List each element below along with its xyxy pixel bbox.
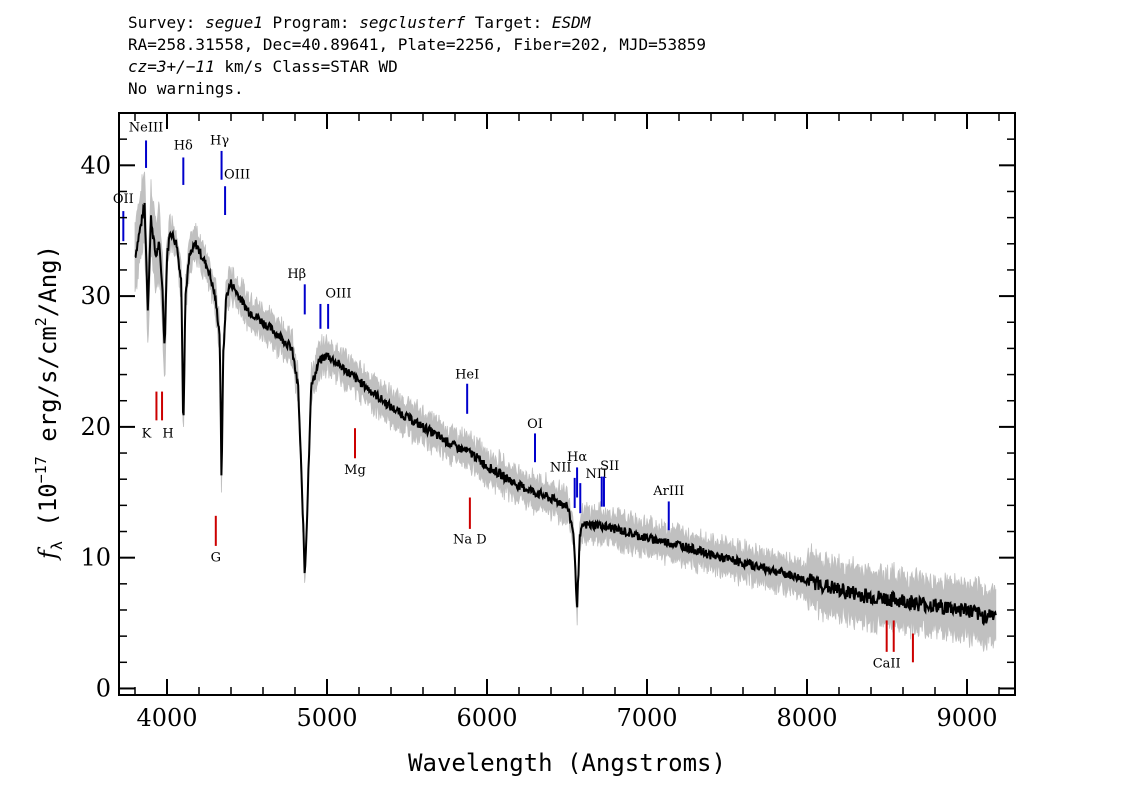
flux-line [134,202,997,626]
emission_lines-label: Hα [567,450,587,465]
emission_lines-label: OIII [224,167,250,182]
y-tick-label: 0 [96,674,111,702]
emission_lines-marker: OIII [224,167,250,216]
redshift-value: cz=3+/−11 [128,57,215,76]
emission_lines-marker: Hα [567,450,587,498]
emission_lines-marker: Hδ [174,139,193,185]
x-tick-label: 9000 [936,704,997,732]
absorption_lines-marker: G [211,515,221,566]
x-tick-label: 5000 [296,704,357,732]
absorption_lines-label: Na D [453,532,487,547]
absorption_lines-label: Mg [344,463,366,478]
emission_lines-marker: NII [550,460,576,508]
emission_lines-marker: Hγ [210,133,229,180]
y-label-open: (10 [34,483,62,541]
y-label-exp2: 2 [32,317,50,326]
absorption_lines-marker: K [142,391,158,441]
emission_lines-label: NeIII [129,120,163,135]
absorption_lines-marker: Na D [453,497,487,547]
emission_lines-marker: OIII [319,286,351,329]
header-line-coordinates: RA=258.31558, Dec=40.89641, Plate=2256, … [128,35,706,54]
header-line-redshift: cz=3+/−11 km/s Class=STAR WD [128,56,706,78]
emission_lines-label: OI [527,417,543,432]
x-tick-label: 8000 [776,704,837,732]
emission_lines-label: Hβ [287,267,306,282]
emission_lines-label: NII [550,460,572,475]
emission_lines-label: ArIII [652,484,684,499]
program-label: Program: [262,13,360,32]
y-label-close: /Ang) [34,245,62,317]
absorption_lines-label: K [142,426,152,441]
x-tick-label: 7000 [616,704,677,732]
absorption_lines-label: H [162,426,173,441]
target-value: ESDM [551,13,591,32]
emission_lines-marker: SII [600,459,619,507]
header-line-warnings: No warnings. [128,79,244,98]
y-tick-label: 10 [80,544,111,572]
plot-frame [118,112,1016,696]
absorption_lines-marker: Mg [344,428,366,478]
flux-error-band [134,171,997,652]
emission_lines-label: HeI [455,367,479,382]
program-value: segclusterf [359,13,466,32]
class-text: km/s Class=STAR WD [214,57,398,76]
absorption_lines-label: G [211,551,221,566]
emission_lines-marker: ArIII [652,484,684,531]
survey-label: Survey: [128,13,206,32]
emission_lines-marker: Hβ [287,267,306,315]
absorption_lines-marker: H [161,391,174,441]
axis-ticks: 4000 5000 6000 7000 8000 9000 0 10 20 30 40 [80,112,1015,732]
header-line-survey: Survey: segue1 Program: segclusterf Targ… [128,12,706,34]
target-label: Target: [465,13,552,32]
emission_lines-marker: HeI [455,367,479,414]
x-tick-label: 4000 [136,704,197,732]
emission_lines-label: Hδ [174,139,193,154]
y-axis-label: fλ (10−17 erg/s/cm2/Ang) [32,245,66,561]
emission_lines-label: OIII [325,286,351,301]
y-label-sub: λ [48,541,66,550]
flux-series [134,202,997,626]
emission_lines-label: SII [600,459,619,474]
emission_lines-label: OII [113,192,134,207]
y-tick-label: 20 [80,413,111,441]
emission_lines-label: Hγ [210,133,229,148]
survey-value: segue1 [205,13,263,32]
emission_lines-marker: OII [113,192,134,242]
emission_lines-marker: NeIII [129,120,163,168]
flux-error-area [134,171,997,652]
y-label-mid: erg/s/cm [34,326,62,456]
spectrum-header: Survey: segue1 Program: segclusterf Targ… [128,12,706,100]
y-tick-label: 40 [80,151,111,179]
emission_lines-marker: OI [527,417,543,463]
y-tick-label: 30 [80,282,111,310]
y-label-exp1: −17 [32,456,50,483]
x-axis-label: Wavelength (Angstroms) [408,749,726,777]
absorption_lines-label: CaII [873,657,901,672]
absorption_lines-marker: CaII [873,620,901,672]
x-tick-label: 6000 [456,704,517,732]
